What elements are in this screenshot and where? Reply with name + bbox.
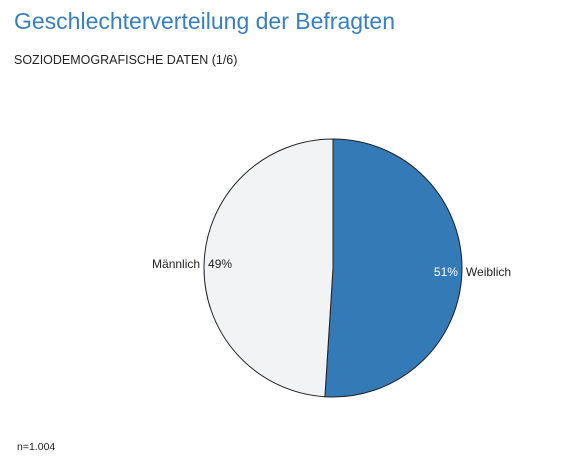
pie-labels: 51% Weiblich 49% Männlich [152,257,511,279]
slice-value-label-maennlich: 49% [208,257,232,271]
pie-slice-maennlich [203,138,334,398]
page-title: Geschlechterverteilung der Befragten [14,8,395,34]
slice-value-label-weiblich: 51% [434,265,458,279]
sample-size-note: n=1.004 [17,441,56,453]
page-subtitle: SOZIODEMOGRAFISCHE DATEN (1/6) [14,53,238,67]
slice-category-label-weiblich: Weiblich [466,265,511,279]
pie-slice-weiblich [324,138,463,398]
slice-category-label-maennlich: Männlich [152,257,200,271]
pie-slices [203,138,463,398]
